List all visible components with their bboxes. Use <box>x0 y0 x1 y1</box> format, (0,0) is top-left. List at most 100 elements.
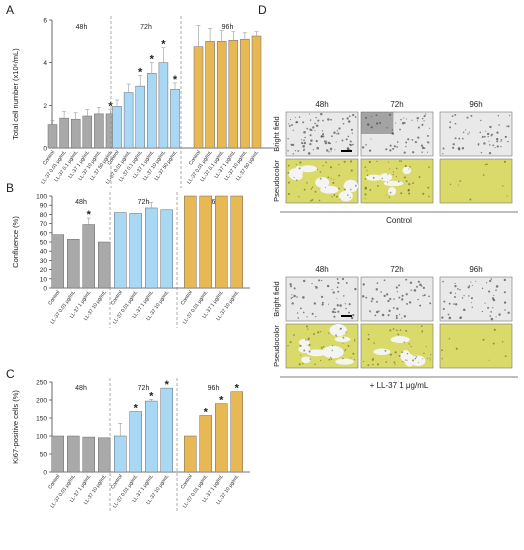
bar <box>98 241 111 289</box>
y-tick-label: 2 <box>43 103 47 110</box>
cell-dot <box>407 138 410 141</box>
cell-dot <box>455 303 458 306</box>
bar <box>160 209 173 289</box>
cell-dot <box>480 119 482 122</box>
significance-star: * <box>204 406 209 418</box>
cell-dot <box>490 135 492 137</box>
cell-dot <box>388 196 391 198</box>
significance-star: * <box>138 66 143 78</box>
cell-dot <box>320 279 323 282</box>
y-tick-label: 20 <box>40 267 48 274</box>
cell-dot <box>490 278 493 280</box>
cell-dot <box>340 327 343 330</box>
cell-dot <box>496 137 499 141</box>
cell-dot <box>389 168 391 170</box>
cell-dot <box>328 332 330 334</box>
cell-dot <box>298 116 301 118</box>
cell-dot <box>389 297 392 301</box>
cell-dot <box>411 119 413 121</box>
cell-dot <box>337 290 340 293</box>
cell-dot <box>331 196 333 198</box>
cell-dot <box>337 281 340 284</box>
cell-dot <box>492 307 494 309</box>
cell-dot <box>317 168 319 170</box>
cell-dot <box>287 181 290 184</box>
cell-dot <box>496 145 499 148</box>
time-label: 96h <box>469 265 482 274</box>
cell-dot <box>400 192 403 195</box>
bar <box>67 238 80 289</box>
cell-dot <box>400 118 402 121</box>
cell-dot <box>495 285 499 288</box>
cell-dot <box>448 316 452 320</box>
y-tick-label: 70 <box>40 221 48 228</box>
cell-dot <box>465 129 467 131</box>
cell-dot <box>295 179 298 181</box>
cell-dot <box>303 139 305 142</box>
cell-dot <box>412 151 415 154</box>
cell-dot <box>393 298 395 300</box>
cell-dot <box>421 285 423 287</box>
cell-dot <box>297 150 300 152</box>
cell-dot <box>419 283 422 287</box>
image-background <box>285 276 359 322</box>
panel-d: D 48h 72h 96h Bright field Pseudocolor Control… <box>258 3 518 390</box>
cell-dot <box>483 135 486 138</box>
cell-dot <box>377 185 379 187</box>
cell-dot <box>353 340 356 342</box>
gap-region <box>338 190 353 202</box>
cell-dot <box>314 130 316 132</box>
cell-dot <box>463 308 466 312</box>
row-label: Bright field <box>272 281 281 316</box>
cell-dot <box>496 131 499 134</box>
cell-dot <box>467 286 470 289</box>
cell-dot <box>306 127 309 130</box>
cell-dot <box>310 139 313 142</box>
cell-dot <box>459 289 461 291</box>
pseudocolor-image <box>439 323 513 369</box>
cell-dot <box>331 349 333 352</box>
cell-dot <box>291 302 294 305</box>
cell-dot <box>398 160 401 162</box>
group-title: 72h <box>138 385 150 392</box>
cell-dot <box>309 142 312 146</box>
bar <box>158 62 169 149</box>
cell-dot <box>395 314 398 317</box>
cell-dot <box>376 363 380 366</box>
cell-dot <box>302 279 306 283</box>
panel-letter: B <box>6 181 14 195</box>
bar <box>170 89 180 149</box>
significance-star: * <box>161 39 166 51</box>
cell-dot <box>406 302 409 305</box>
cell-dot <box>428 195 430 198</box>
cell-dot <box>442 307 445 310</box>
cell-dot <box>350 357 352 359</box>
cell-dot <box>296 296 298 298</box>
cell-dot <box>287 345 289 347</box>
cell-dot <box>349 115 351 117</box>
y-axis-label: Ki67-positive cells (%) <box>11 390 20 464</box>
cell-dot <box>326 149 329 152</box>
cell-dot <box>441 349 443 352</box>
cell-dot <box>311 312 314 315</box>
cell-dot <box>342 343 344 345</box>
cell-dot <box>417 298 419 301</box>
significance-star: * <box>149 390 154 402</box>
cell-dot <box>489 144 491 146</box>
cell-dot <box>298 167 301 170</box>
y-tick-label: 100 <box>36 434 47 441</box>
bar <box>51 435 64 473</box>
cell-dot <box>293 334 295 336</box>
gap-region <box>299 165 317 173</box>
cell-dot <box>304 136 306 139</box>
cell-dot <box>295 164 297 166</box>
block-caption: Control <box>386 216 412 225</box>
cell-dot <box>370 126 373 129</box>
cell-dot <box>345 331 347 333</box>
cell-dot <box>292 129 294 131</box>
cell-dot <box>369 310 371 312</box>
group-title: 72h <box>140 24 152 31</box>
cell-dot <box>402 361 404 363</box>
cell-dot <box>442 280 444 283</box>
